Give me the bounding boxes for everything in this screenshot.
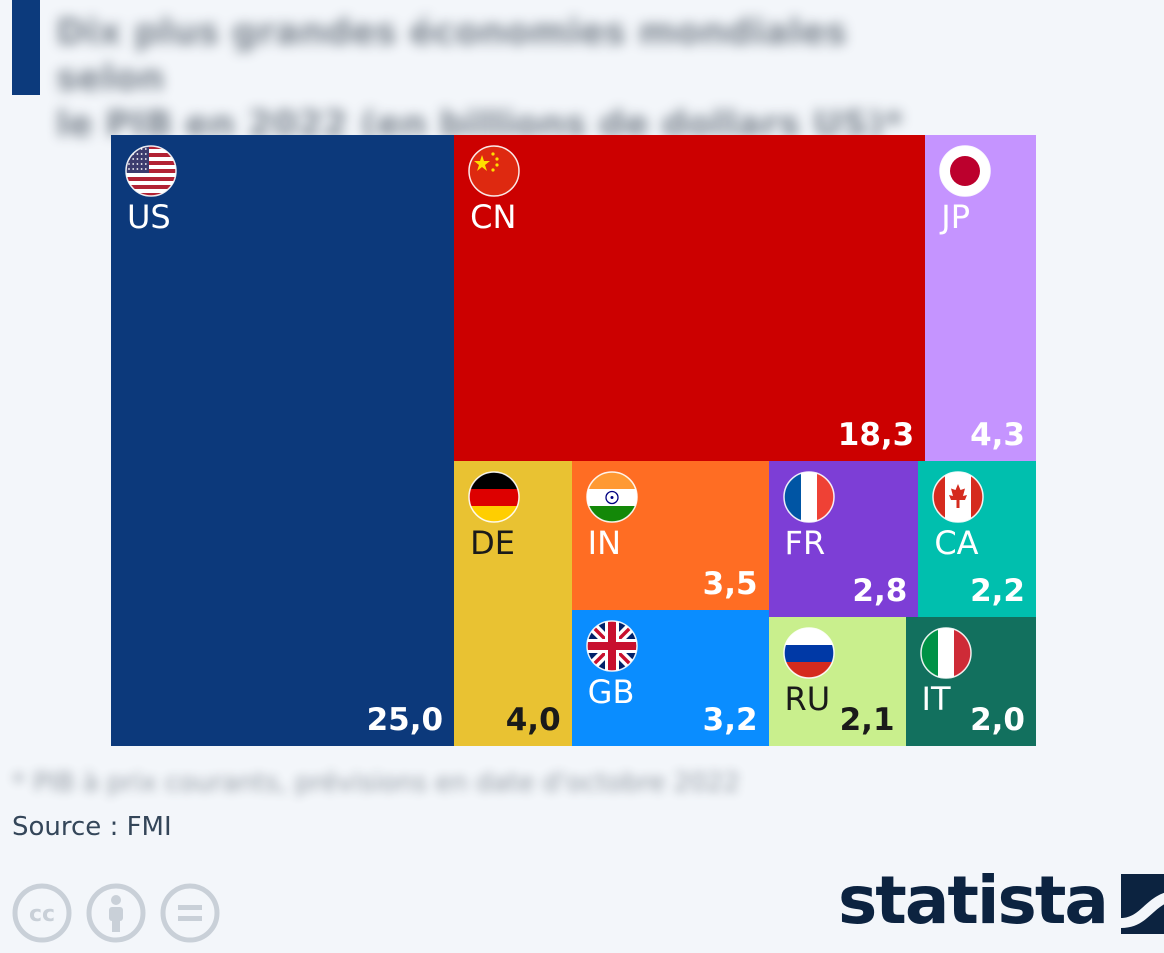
value-label-ca: 2,2 [970,573,1025,610]
value-label-in: 3,5 [702,565,758,602]
tile-gb: GB 3,2 [571,609,769,746]
de-flag-icon [468,470,520,523]
value-label-it: 2,0 [970,701,1025,738]
country-code-ru: RU [784,680,831,719]
treemap-chart: US 25,0 CN 18,3 JP 4,3 DE 4,0 IN 3,5 [111,135,1036,746]
jp-flag-icon [939,145,992,197]
no-derivatives-icon[interactable] [160,883,220,943]
tile-de: DE 4,0 [454,460,572,746]
country-code-de: DE [470,523,515,562]
country-code-cn: CN [470,198,517,236]
tile-us: US 25,0 [111,135,455,746]
country-code-jp: JP [941,198,971,236]
country-code-gb: GB [587,672,635,711]
attribution-icon[interactable] [86,883,146,943]
statista-logo-icon [1120,874,1164,934]
value-label-de: 4,0 [505,701,561,738]
value-label-cn: 18,3 [837,416,915,453]
tile-ca: CA 2,2 [918,460,1036,618]
it-flag-icon [919,627,972,680]
us-flag-icon [125,145,177,197]
country-code-fr: FR [784,523,826,562]
chart-title-line-1: Dix plus grandes économies mondiales sel… [56,12,847,99]
footnote: * PIB à prix courants, prévisions en dat… [12,768,740,798]
value-label-us: 25,0 [366,702,444,738]
country-code-ca: CA [934,523,979,562]
tile-in: IN 3,5 [571,460,769,610]
ca-flag-icon [932,470,985,523]
tile-ru: RU 2,1 [768,617,906,746]
value-label-fr: 2,8 [852,573,908,610]
country-code-in: IN [587,523,622,562]
statista-logo[interactable]: statista [838,868,1164,934]
tile-it: IT 2,0 [905,617,1036,746]
source-text: Source : FMI [12,812,172,842]
country-code-it: IT [921,680,951,719]
in-flag-icon [585,470,638,523]
tile-cn: CN 18,3 [454,135,926,461]
tile-fr: FR 2,8 [768,460,919,618]
value-label-gb: 3,2 [702,701,758,738]
license-icons: cc [12,883,220,943]
chart-title: Dix plus grandes économies mondiales sel… [56,10,916,148]
country-code-us: US [127,198,171,236]
svg-text:cc: cc [29,902,55,927]
accent-bar [12,0,40,95]
ru-flag-icon [782,627,835,680]
cc-icon[interactable]: cc [12,883,72,943]
tile-jp: JP 4,3 [925,135,1036,461]
value-label-ru: 2,1 [839,701,895,738]
gb-flag-icon [585,619,638,672]
statista-wordmark: statista [838,862,1109,939]
cn-flag-icon [468,145,520,197]
fr-flag-icon [782,470,835,523]
value-label-jp: 4,3 [970,416,1025,453]
